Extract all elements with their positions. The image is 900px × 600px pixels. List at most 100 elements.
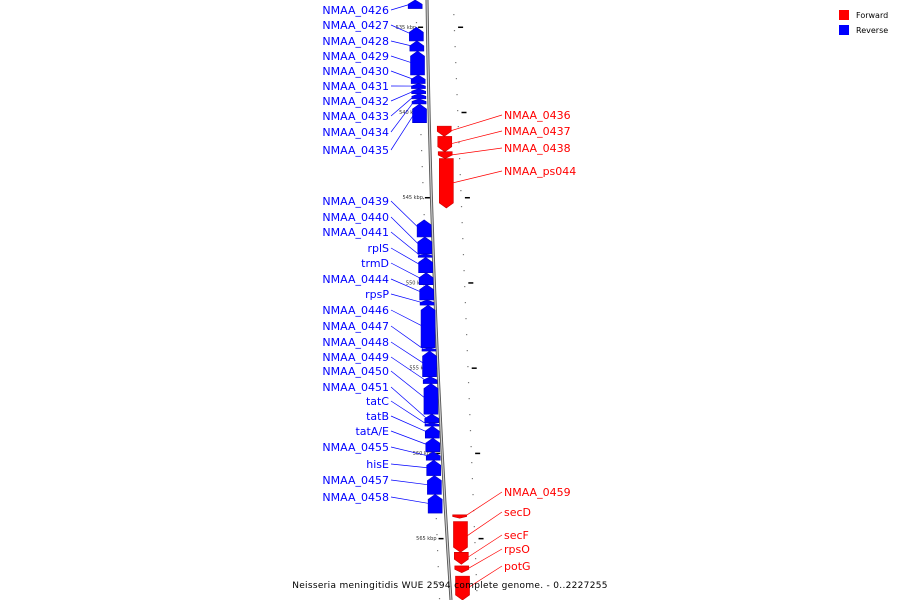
gene-label[interactable]: NMAA_0429 [322, 50, 389, 63]
gene-label[interactable]: NMAA_0432 [322, 95, 389, 108]
gene-label[interactable]: NMAA_0455 [322, 441, 389, 454]
gene-label[interactable]: NMAA_0438 [504, 142, 571, 155]
gene-forward-NMAA_0436[interactable] [436, 125, 452, 137]
gene-forward-NMAA_0438[interactable] [437, 151, 453, 159]
legend-reverse-swatch [839, 25, 849, 35]
gene-reverse-NMAA_0431[interactable] [411, 83, 426, 89]
gene-label[interactable]: NMAA_0459 [504, 486, 571, 499]
track-dot [455, 62, 457, 64]
gene-reverse-NMAA_0432[interactable] [411, 88, 426, 95]
gene-forward-secD[interactable] [453, 521, 468, 553]
gene-reverse-NMAA_0429[interactable] [410, 50, 425, 76]
gene-reverse-NMAA_0439[interactable] [416, 219, 432, 238]
gene-label[interactable]: NMAA_0427 [322, 19, 389, 32]
gene-label[interactable]: rpsP [365, 288, 389, 301]
gene-label[interactable]: NMAA_0426 [322, 4, 389, 17]
gene-forward-NMAA_ps044[interactable] [439, 158, 454, 209]
gene-label-connector [390, 3, 411, 11]
gene-reverse-NMAA_0430[interactable] [410, 74, 426, 84]
gene-reverse-tatB[interactable] [424, 425, 440, 439]
gene-label[interactable]: NMAA_0433 [322, 110, 389, 123]
gene-forward-potG[interactable] [455, 575, 470, 600]
track-dot [453, 30, 456, 32]
gene-label[interactable]: rplS [367, 242, 389, 255]
gene-reverse-NMAA_0427[interactable] [409, 26, 424, 42]
gene-label[interactable]: trmD [361, 257, 389, 270]
gene-reverse-NMAA_0441[interactable] [417, 253, 433, 258]
gene-label-connector [449, 114, 503, 132]
gene-reverse-NMAA_0455[interactable] [425, 451, 441, 461]
track-dot [475, 558, 477, 560]
gene-reverse-NMAA_0457[interactable] [427, 475, 442, 495]
gene-label[interactable]: NMAA_0449 [322, 351, 389, 364]
gene-label-connector [390, 55, 413, 64]
track-dot [436, 534, 438, 536]
gene-label[interactable]: hisE [366, 458, 389, 471]
gene-forward-rpsO[interactable] [454, 565, 470, 574]
gene-reverse-NMAA_0434[interactable] [411, 98, 427, 105]
gene-label[interactable]: NMAA_0448 [322, 336, 389, 349]
gene-reverse-rplS[interactable] [418, 257, 433, 274]
gene-label[interactable]: NMAA_0446 [322, 304, 389, 317]
gene-reverse-trmD[interactable] [418, 272, 434, 285]
gene-reverse-NMAA_0433[interactable] [411, 93, 427, 100]
gene-reverse-tatA-E[interactable] [425, 437, 441, 453]
gene-label[interactable]: NMAA_0450 [322, 365, 389, 378]
gene-reverse-rpsP[interactable] [419, 299, 435, 306]
gene-label[interactable]: NMAA_0428 [322, 35, 389, 48]
gene-label[interactable]: tatA/E [355, 425, 389, 438]
gene-features [407, 0, 470, 600]
gene-forward-NMAA_0437[interactable] [437, 136, 453, 153]
gene-reverse-NMAA_0446[interactable] [420, 304, 436, 349]
gene-forward-NMAA_0459[interactable] [452, 514, 467, 519]
track-dot [473, 526, 475, 528]
gene-label[interactable]: NMAA_0430 [322, 65, 389, 78]
gene-reverse-hisE[interactable] [426, 459, 442, 476]
track-dot [456, 94, 458, 96]
gene-reverse-NMAA_0450[interactable] [423, 383, 439, 415]
track-dot [470, 446, 472, 448]
scale-tick-label: 560 kbp [413, 451, 433, 457]
gene-label-connector [390, 341, 425, 365]
gene-reverse-NMAA_0426[interactable] [407, 0, 423, 9]
gene-label[interactable]: secF [504, 529, 529, 542]
track-dot [462, 254, 465, 256]
gene-reverse-NMAA_0435[interactable] [412, 103, 427, 124]
gene-reverse-NMAA_0449[interactable] [422, 376, 438, 384]
track-dot [464, 302, 466, 304]
gene-label[interactable]: NMAA_0440 [322, 211, 389, 224]
gene-label[interactable]: NMAA_0444 [322, 273, 389, 286]
gene-reverse-NMAA_0428[interactable] [409, 40, 425, 52]
track-dot [459, 158, 461, 160]
gene-label[interactable]: potG [504, 560, 531, 573]
gene-reverse-tatC[interactable] [424, 422, 440, 427]
gene-label[interactable]: tatC [366, 395, 389, 408]
gene-label[interactable]: NMAA_0435 [322, 144, 389, 157]
gene-reverse-NMAA_0451[interactable] [424, 413, 440, 424]
gene-forward-secF[interactable] [454, 551, 469, 565]
gene-label[interactable]: NMAA_0458 [322, 491, 389, 504]
gene-label-connector [390, 278, 422, 293]
gene-label[interactable]: NMAA_0441 [322, 226, 389, 239]
gene-label[interactable]: NMAA_0434 [322, 126, 389, 139]
gene-label-connector [390, 463, 429, 469]
gene-label[interactable]: secD [504, 506, 531, 519]
gene-label[interactable]: NMAA_0439 [322, 195, 389, 208]
gene-label[interactable]: NMAA_0436 [504, 109, 571, 122]
gene-reverse-NMAA_0448[interactable] [422, 350, 437, 378]
gene-label[interactable]: rpsO [504, 543, 530, 556]
gene-reverse-NMAA_0458[interactable] [427, 493, 443, 514]
gene-reverse-NMAA_0440[interactable] [417, 236, 433, 255]
gene-label[interactable]: NMAA_0437 [504, 125, 571, 138]
gene-label[interactable]: NMAA_ps044 [504, 165, 576, 178]
gene-reverse-NMAA_0444[interactable] [419, 284, 434, 301]
gene-label[interactable]: NMAA_0431 [322, 80, 389, 93]
gene-label[interactable]: NMAA_0451 [322, 381, 389, 394]
track-dot [463, 270, 465, 272]
gene-label[interactable]: NMAA_0457 [322, 474, 389, 487]
gene-label[interactable]: NMAA_0447 [322, 320, 389, 333]
gene-label[interactable]: tatB [366, 410, 389, 423]
scale-tick-label: 555 kbp [409, 366, 429, 372]
gene-reverse-NMAA_0447[interactable] [421, 347, 437, 352]
track-dot [460, 206, 463, 208]
